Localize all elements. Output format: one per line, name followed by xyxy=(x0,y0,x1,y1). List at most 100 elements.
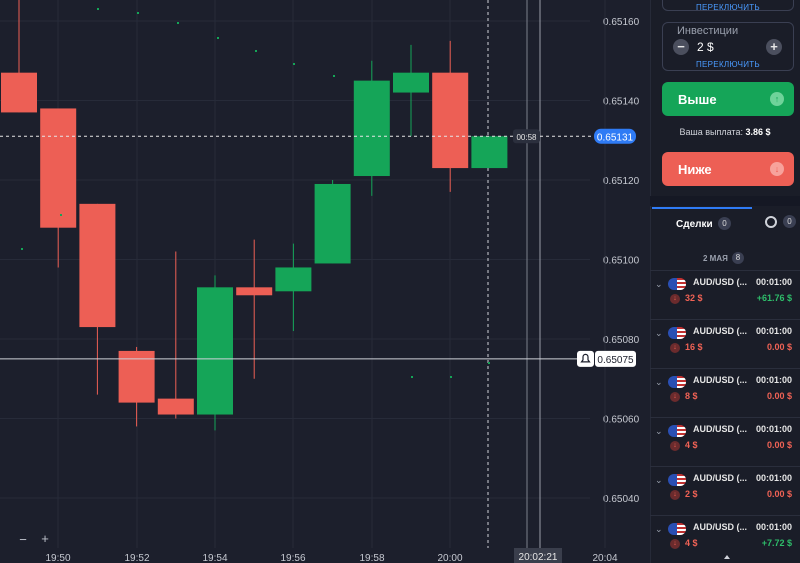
candle-body[interactable] xyxy=(314,183,351,264)
countdown-text: 00:58 xyxy=(516,133,537,142)
crosshair-time-badge xyxy=(514,548,562,563)
candle-body[interactable] xyxy=(471,136,508,169)
x-tick-label: 19:58 xyxy=(359,553,384,563)
signal-dot xyxy=(450,376,452,378)
aud-usd-flag-icon xyxy=(668,327,686,339)
candle-body[interactable] xyxy=(197,287,233,415)
x-tick-label: 19:54 xyxy=(202,553,227,563)
trade-payout: +7.72 $ xyxy=(761,538,792,548)
trade-payout: 0.00 $ xyxy=(766,440,792,450)
candle-body[interactable] xyxy=(79,203,116,328)
price-chart[interactable]: 0.65160 0.65140 0.65120 0.65100 0.65080 0.650… xyxy=(0,0,650,563)
lower-button[interactable]: Ниже ↓ xyxy=(662,152,794,186)
crosshair-time-text: 20:02:21 xyxy=(519,552,558,563)
signal-dot xyxy=(97,8,99,10)
signal-dot xyxy=(177,22,179,24)
chevron-down-icon[interactable]: ⌄ xyxy=(655,426,663,436)
higher-button-label: Выше xyxy=(678,92,717,107)
trade-asset: AUD/USD (... xyxy=(693,326,747,336)
tab-history[interactable]: 0 xyxy=(755,209,800,239)
trade-asset: AUD/USD (... xyxy=(693,473,747,483)
bell-icon-button[interactable] xyxy=(577,350,594,367)
investment-switch-link[interactable]: ПЕРЕКЛЮЧИТЬ xyxy=(695,60,760,69)
date-label: 2 МАЯ xyxy=(703,254,728,263)
y-tick-label: 0.65140 xyxy=(603,97,640,108)
trade-payout: 0.00 $ xyxy=(766,391,792,401)
tab-deals-count: 0 xyxy=(718,217,731,230)
chevron-down-icon[interactable]: ⌄ xyxy=(655,279,663,289)
down-arrow-icon: ↓ xyxy=(670,392,680,402)
candle-body[interactable] xyxy=(236,287,273,296)
aud-usd-flag-icon xyxy=(668,425,686,437)
candle-body[interactable] xyxy=(353,80,390,177)
candle-body[interactable] xyxy=(432,72,469,169)
bell-icon xyxy=(580,353,591,363)
chevron-down-icon[interactable]: ⌄ xyxy=(655,524,663,534)
investment-plus-button[interactable]: + xyxy=(766,39,782,55)
signal-dot xyxy=(137,12,139,14)
expiration-switch-link[interactable]: ПЕРЕКЛЮЧИТЬ xyxy=(695,3,760,12)
trade-row[interactable]: ⌄ AUD/USD (... 00:01:00 ↓ 16 $ 0.00 $ xyxy=(650,319,800,367)
down-arrow-icon: ↓ xyxy=(670,294,680,304)
y-tick-label: 0.65080 xyxy=(603,335,640,346)
current-price-badge xyxy=(594,128,636,144)
expiration-box[interactable]: ПЕРЕКЛЮЧИТЬ xyxy=(662,0,794,12)
trade-duration: 00:01:00 xyxy=(755,473,792,483)
investment-box[interactable]: Инвестиции − 2 $ + ПЕРЕКЛЮЧИТЬ xyxy=(662,22,794,71)
alert-price-badge xyxy=(595,350,636,367)
chevron-down-icon[interactable]: ⌄ xyxy=(655,377,663,387)
trade-payout: 0.00 $ xyxy=(766,489,792,499)
trade-duration: 00:01:00 xyxy=(755,522,792,532)
y-tick-label: 0.65120 xyxy=(603,176,640,187)
trade-row[interactable]: ⌄ AUD/USD (... 00:01:00 ↓ 4 $ +7.72 $ xyxy=(650,515,800,563)
candle-body[interactable] xyxy=(40,108,77,228)
tab-history-count: 0 xyxy=(783,215,796,228)
y-tick-label: 0.65040 xyxy=(603,494,640,505)
signal-dot xyxy=(333,75,335,77)
trade-asset: AUD/USD (... xyxy=(693,375,747,385)
arrow-down-icon: ↓ xyxy=(770,162,784,176)
higher-button[interactable]: Выше ↑ xyxy=(662,82,794,116)
investment-input[interactable]: 2 $ xyxy=(697,40,714,54)
trade-row[interactable]: ⌄ AUD/USD (... 00:01:00 ↓ 8 $ 0.00 $ xyxy=(650,368,800,416)
date-count: 8 xyxy=(732,252,744,264)
candle-body[interactable] xyxy=(393,72,429,93)
tab-deals[interactable]: Сделки 0 xyxy=(652,207,752,241)
signal-dot xyxy=(293,63,295,65)
payout-value: 3.86 $ xyxy=(745,127,771,137)
chevron-down-icon[interactable]: ⌄ xyxy=(655,475,663,485)
trade-amount: 16 $ xyxy=(685,342,703,352)
trade-asset: AUD/USD (... xyxy=(693,424,747,434)
trade-duration: 00:01:00 xyxy=(755,326,792,336)
signal-dot xyxy=(21,248,23,250)
candle-body[interactable] xyxy=(157,398,194,415)
trade-amount: 4 $ xyxy=(685,440,698,450)
aud-usd-flag-icon xyxy=(668,474,686,486)
countdown-badge xyxy=(513,129,540,144)
down-arrow-icon: ↓ xyxy=(670,539,680,549)
trade-amount: 2 $ xyxy=(685,489,698,499)
y-tick-label: 0.65100 xyxy=(603,256,640,267)
trade-row[interactable]: ⌄ AUD/USD (... 00:01:00 ↓ 4 $ 0.00 $ xyxy=(650,417,800,465)
tab-deals-label: Сделки xyxy=(676,219,713,230)
lower-button-label: Ниже xyxy=(678,162,712,177)
candle-body[interactable] xyxy=(118,350,155,403)
chevron-down-icon[interactable]: ⌄ xyxy=(655,328,663,338)
zoom-out-button[interactable]: − xyxy=(19,532,27,547)
investment-minus-button[interactable]: − xyxy=(673,39,689,55)
current-price-text: 0.65131 xyxy=(597,132,634,143)
scroll-down-icon[interactable] xyxy=(724,555,730,559)
x-tick-label: 20:00 xyxy=(437,553,462,563)
candlestick-chart[interactable]: 0.65160 0.65140 0.65120 0.65100 0.65080 0.650… xyxy=(0,0,650,563)
aud-usd-flag-icon xyxy=(668,376,686,388)
zoom-in-button[interactable]: + xyxy=(41,531,49,546)
trade-row[interactable]: ⌄ AUD/USD (... 00:01:00 ↓ 32 $ +61.76 $ xyxy=(650,270,800,318)
payout-row: Ваша выплата: 3.86 $ xyxy=(650,127,800,137)
trade-row[interactable]: ⌄ AUD/USD (... 00:01:00 ↓ 2 $ 0.00 $ xyxy=(650,466,800,514)
y-tick-label: 0.65060 xyxy=(603,415,640,426)
investment-label: Инвестиции xyxy=(677,25,739,37)
candle-body[interactable] xyxy=(275,267,312,292)
candle-body[interactable] xyxy=(1,72,37,113)
trade-amount: 32 $ xyxy=(685,293,703,303)
signal-dot xyxy=(60,214,62,216)
